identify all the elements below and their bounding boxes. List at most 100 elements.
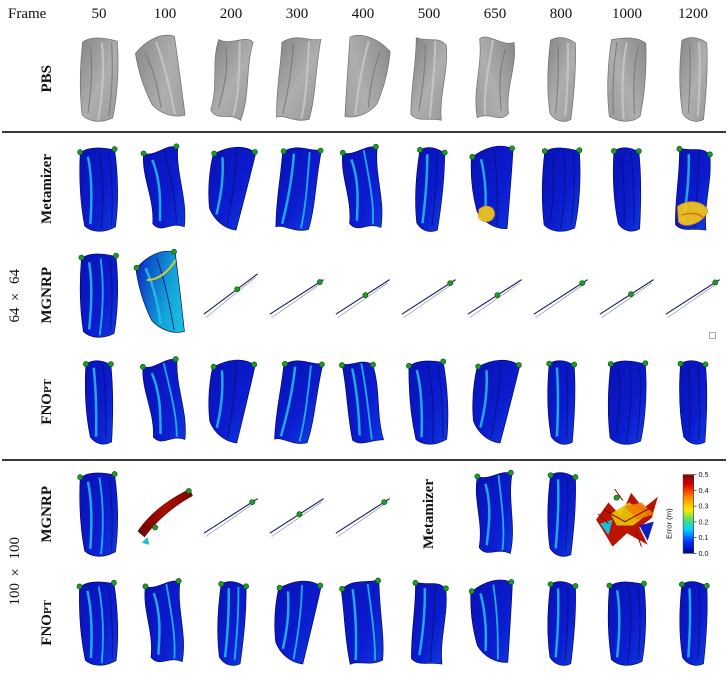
cloth-render-svg	[140, 143, 186, 229]
frame-number: 800	[549, 5, 573, 22]
row-label-mgnrp-100-text: MGNRP	[38, 485, 55, 543]
cloth-render-svg	[269, 498, 325, 537]
degenerate-line-render	[594, 244, 660, 346]
cloth-render-svg	[547, 37, 577, 122]
cloth-render	[660, 134, 726, 244]
degenerate-line-render	[198, 462, 264, 566]
cloth-render	[132, 566, 198, 680]
pbs-cloth-render	[594, 28, 660, 130]
cloth-render	[264, 346, 330, 458]
pbs-cloth-render	[462, 28, 528, 130]
group-label-64x64-text: 64 × 64	[6, 269, 23, 323]
cloth-render-svg	[475, 36, 516, 119]
cloth-render-svg	[335, 498, 391, 537]
cloth-render-svg	[78, 252, 120, 338]
frame-header-row: 50 100 200 300 400 500 650 800 1000 1200	[66, 0, 726, 28]
pbs-cloth-render	[132, 28, 198, 130]
cloth-render-svg	[135, 34, 186, 117]
pbs-cloth-render	[330, 28, 396, 130]
cloth-render-svg	[210, 38, 254, 121]
row-label-fnopt-100: FNOpt	[28, 566, 66, 680]
degenerate-line-render	[264, 462, 330, 566]
error-colorbar: Error (m) 0.5 0.4 0.3 0.2 0.1 0.0	[660, 462, 726, 566]
cloth-render	[396, 134, 462, 244]
cloth-render	[528, 462, 594, 566]
cloth-render-svg	[275, 147, 324, 231]
cloth-render-svg	[83, 360, 115, 445]
cloth-render	[594, 134, 660, 244]
inline-metamizer-label: Metamizer	[396, 462, 462, 566]
frame-number: 200	[219, 5, 243, 22]
cloth-render-svg	[411, 580, 450, 665]
cloth-render	[660, 566, 726, 680]
row-fnopt-64-renders	[66, 346, 726, 458]
cloth-render	[330, 134, 396, 244]
cloth-render-svg	[410, 37, 448, 121]
row-label-fnopt-64-text: FNOpt	[38, 379, 55, 425]
degenerate-line-render	[396, 244, 462, 346]
cloth-render	[66, 244, 132, 346]
cloth-render-svg	[344, 35, 391, 118]
row-label-fnopt-100-text: FNOpt	[38, 600, 55, 646]
row-label-metamizer-64-text: Metamizer	[38, 154, 55, 224]
pbs-cloth-render	[66, 28, 132, 130]
cloth-render	[66, 566, 132, 680]
row-mgnrp-64-renders	[66, 244, 726, 346]
cloth-render	[462, 462, 528, 566]
frame-number: 100	[153, 5, 177, 22]
cloth-render-svg	[76, 579, 119, 666]
cloth-render-svg	[133, 248, 186, 333]
svg-text:0.4: 0.4	[699, 486, 709, 495]
frame-number: 1200	[678, 5, 708, 22]
cloth-render-svg	[217, 581, 250, 666]
cloth-render	[132, 134, 198, 244]
cloth-render-svg	[77, 146, 119, 232]
cloth-render-svg	[607, 37, 647, 122]
cloth-render-svg	[472, 359, 523, 444]
row-label-mgnrp-64: MGNRP	[28, 244, 66, 346]
cloth-render-svg	[677, 360, 709, 445]
row-label-mgnrp-100: MGNRP	[28, 462, 66, 566]
cloth-render	[132, 244, 198, 346]
stray-artifact-square	[709, 332, 716, 339]
group-label-100x100-text: 100 × 100	[6, 536, 23, 606]
cloth-render	[594, 566, 660, 680]
cloth-render-svg	[340, 143, 383, 229]
frame-number: 300	[285, 5, 309, 22]
cloth-render-svg	[679, 37, 708, 122]
cloth-render-svg	[269, 279, 325, 318]
frame-number: 50	[91, 5, 107, 22]
row-label-pbs: PBS	[28, 28, 66, 130]
cloth-render	[462, 566, 528, 680]
svg-text:0.3: 0.3	[699, 502, 709, 511]
frame-header-label: Frame	[8, 5, 47, 22]
svg-text:0.0: 0.0	[699, 549, 709, 558]
cloth-render-svg	[274, 580, 324, 665]
cloth-render	[396, 566, 462, 680]
cloth-render-svg	[339, 577, 384, 665]
cloth-render-svg	[276, 37, 322, 121]
cloth-render	[462, 346, 528, 458]
svg-text:0.1: 0.1	[699, 533, 709, 542]
cloth-render	[528, 346, 594, 458]
cloth-render	[330, 566, 396, 680]
degenerate-line-render	[330, 462, 396, 566]
cloth-render-svg	[208, 146, 259, 231]
frame-number: 1000	[612, 5, 642, 22]
degenerate-line-render	[462, 244, 528, 346]
row-label-fnopt-64: FNOpt	[28, 346, 66, 458]
cloth-render	[660, 346, 726, 458]
pbs-cloth-render	[198, 28, 264, 130]
group-label-64x64: 64 × 64	[2, 134, 28, 458]
pbs-cloth-render	[528, 28, 594, 130]
cloth-render	[66, 346, 132, 458]
colorbar-svg: Error (m) 0.5 0.4 0.3 0.2 0.1 0.0	[665, 470, 709, 558]
cloth-render-svg	[675, 146, 714, 231]
cloth-render-svg	[606, 580, 648, 666]
cloth-render	[198, 134, 264, 244]
cloth-render-svg	[140, 356, 187, 442]
degenerate-line-render	[528, 244, 594, 346]
cloth-render-svg	[599, 279, 655, 318]
cloth-render	[198, 346, 264, 458]
